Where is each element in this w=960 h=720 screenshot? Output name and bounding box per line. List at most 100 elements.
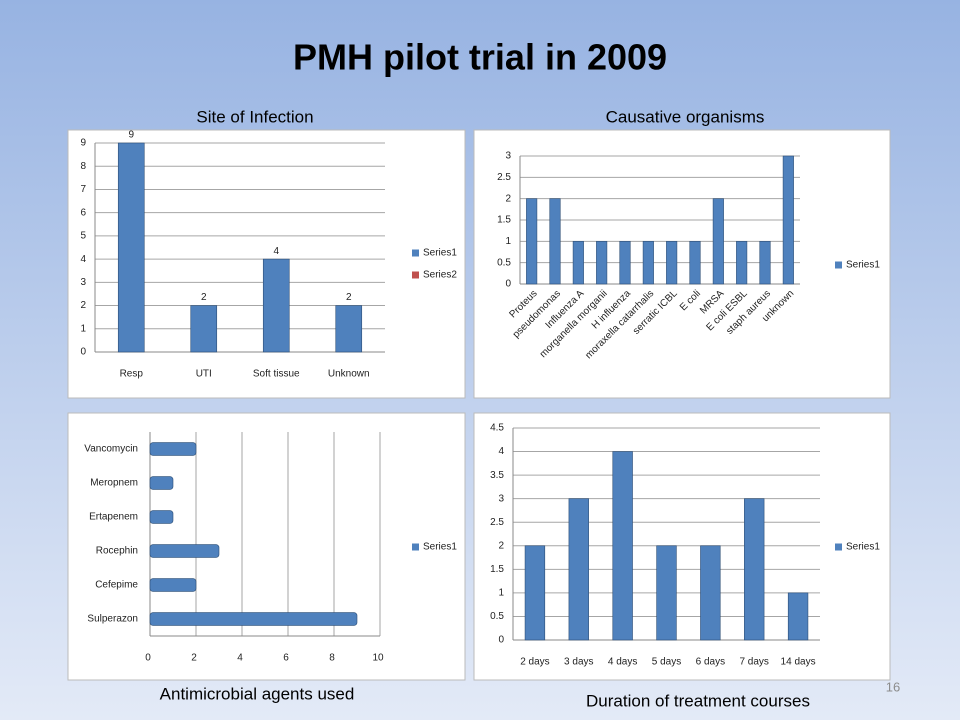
y-tick-label: 2 xyxy=(498,540,504,551)
x-tick-label: 3 days xyxy=(564,657,593,668)
data-label: 9 xyxy=(128,130,134,141)
y-tick-label: 0.5 xyxy=(490,611,504,622)
y-tick-label: 0.5 xyxy=(497,257,511,268)
bar xyxy=(149,578,197,592)
page-number: 16 xyxy=(886,679,900,694)
y-tick-label: 3 xyxy=(80,277,86,288)
x-tick-label: 4 xyxy=(237,653,243,664)
bar xyxy=(656,545,677,641)
bar xyxy=(262,258,290,353)
y-tick-label: Ertapenem xyxy=(89,512,138,523)
bar xyxy=(117,142,145,353)
bar xyxy=(736,241,748,285)
y-tick-label: 1.5 xyxy=(497,215,511,226)
bar xyxy=(526,198,538,285)
y-tick-label: 0 xyxy=(80,347,86,358)
bar xyxy=(149,544,220,558)
data-label: 4 xyxy=(273,246,279,257)
y-tick-label: Rocephin xyxy=(96,546,138,557)
y-tick-label: Meropnem xyxy=(90,478,138,489)
y-tick-label: 2.5 xyxy=(490,517,504,528)
y-tick-label: 4.5 xyxy=(490,423,504,434)
y-tick-label: 7 xyxy=(80,184,86,195)
chart-title: Site of Infection xyxy=(196,107,313,126)
x-tick-label: 2 days xyxy=(520,657,549,668)
x-tick-label: UTI xyxy=(196,369,212,380)
legend-label: Series1 xyxy=(423,542,457,553)
y-tick-label: 0 xyxy=(505,279,511,290)
y-tick-label: 9 xyxy=(80,138,86,149)
bar xyxy=(524,545,546,641)
legend-label: Series1 xyxy=(423,248,457,259)
y-tick-label: 1 xyxy=(80,323,86,334)
legend-swatch xyxy=(835,261,842,269)
y-tick-label: 1 xyxy=(498,588,504,599)
legend-swatch xyxy=(412,271,419,279)
bar xyxy=(568,498,589,641)
y-tick-label: 8 xyxy=(80,161,86,172)
y-tick-label: 0 xyxy=(498,635,504,646)
x-tick-label: Resp xyxy=(120,369,144,380)
x-tick-label: 8 xyxy=(329,653,335,664)
bar xyxy=(787,592,809,641)
legend-label: Series1 xyxy=(846,260,880,271)
bar xyxy=(619,241,631,285)
bar xyxy=(190,305,218,353)
bar xyxy=(149,612,358,626)
legend-swatch xyxy=(412,249,419,257)
bar xyxy=(744,498,765,641)
legend-label: Series2 xyxy=(423,270,457,281)
x-tick-label: 0 xyxy=(145,653,151,664)
y-tick-label: 2 xyxy=(80,300,86,311)
x-tick-label: Soft tissue xyxy=(253,369,300,380)
bar xyxy=(335,305,363,353)
y-tick-label: 1.5 xyxy=(490,564,504,575)
y-tick-label: 3 xyxy=(498,493,504,504)
legend-swatch xyxy=(835,543,842,551)
x-tick-label: Unknown xyxy=(328,369,370,380)
x-tick-label: 14 days xyxy=(781,657,816,668)
bar xyxy=(549,198,561,285)
chart-frame xyxy=(473,129,891,399)
x-tick-label: 6 days xyxy=(696,657,725,668)
bar xyxy=(572,241,584,285)
x-tick-label: 4 days xyxy=(608,657,637,668)
chart-title: Antimicrobial agents used xyxy=(160,684,355,703)
bar xyxy=(642,241,654,285)
y-tick-label: Sulperazon xyxy=(87,614,138,625)
data-label: 2 xyxy=(346,292,352,303)
y-tick-label: 2.5 xyxy=(497,172,511,183)
y-tick-label: 1 xyxy=(505,236,511,247)
y-tick-label: 6 xyxy=(80,207,86,218)
y-tick-label: 4 xyxy=(80,254,86,265)
y-tick-label: Cefepime xyxy=(95,580,138,591)
y-tick-label: 3 xyxy=(505,151,511,162)
bar xyxy=(149,476,174,490)
bar xyxy=(689,241,701,285)
bar xyxy=(700,545,721,641)
y-tick-label: 5 xyxy=(80,231,86,242)
x-tick-label: 10 xyxy=(372,653,384,664)
bar xyxy=(149,442,197,456)
bar xyxy=(782,155,794,285)
data-label: 2 xyxy=(201,292,207,303)
bar xyxy=(149,510,174,524)
x-tick-label: 5 days xyxy=(652,657,681,668)
y-tick-label: 2 xyxy=(505,193,511,204)
bar xyxy=(666,241,678,285)
bar xyxy=(759,241,771,285)
bar xyxy=(612,451,633,641)
x-tick-label: 7 days xyxy=(739,657,768,668)
bar xyxy=(712,198,724,285)
y-tick-label: 3.5 xyxy=(490,470,504,481)
legend-swatch xyxy=(412,543,419,551)
x-tick-label: 2 xyxy=(191,653,197,664)
slide-title: PMH pilot trial in 2009 xyxy=(293,37,667,78)
legend-label: Series1 xyxy=(846,542,880,553)
chart-title: Duration of treatment courses xyxy=(586,691,810,710)
bar xyxy=(596,241,608,285)
y-tick-label: Vancomycin xyxy=(84,444,138,455)
y-tick-label: 4 xyxy=(498,446,504,457)
x-tick-label: 6 xyxy=(283,653,289,664)
